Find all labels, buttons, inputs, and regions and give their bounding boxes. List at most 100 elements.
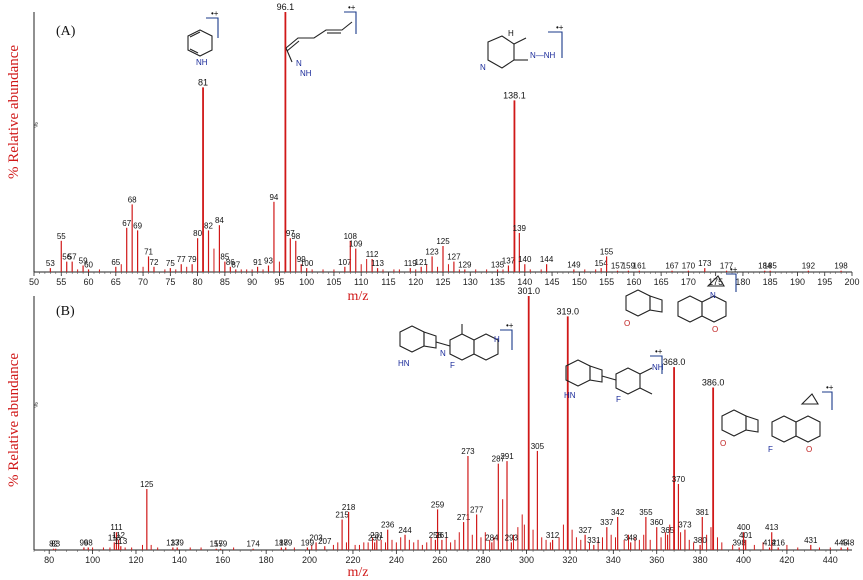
panel-b-x-tick-label: 320	[562, 555, 577, 565]
panel-a-peak-label: 80	[193, 229, 202, 238]
panel-a-peak-label: 170	[682, 262, 696, 271]
panel-a-peak-label: 59	[79, 257, 88, 266]
panel-b-peak-label: 331	[587, 536, 601, 545]
atom-f: F	[450, 361, 455, 370]
panel-a-peak-label: 53	[46, 259, 55, 268]
panel-a-peak-label: 129	[458, 260, 472, 269]
panel-a-peak-label: 167	[665, 262, 679, 271]
panel-a-x-tick-label: 185	[763, 277, 778, 287]
radical-cation-96: •+	[348, 3, 356, 12]
panel-a-x-tick-label: 160	[626, 277, 641, 287]
panel-a-peak-label: 149	[567, 260, 581, 269]
atom-hn: HN	[398, 359, 410, 368]
panel-b-peak-label: 416	[772, 538, 786, 547]
panel-a-x-tick-label: 60	[84, 277, 94, 287]
panel-b-peak-label: 301.0	[517, 286, 540, 296]
panel-a-x-tick-label: 120	[408, 277, 423, 287]
panel-b-peak-label: 319.0	[556, 306, 579, 316]
panel-a-peak-label: 144	[540, 255, 554, 264]
panel-b-peak-label: 157	[210, 540, 224, 549]
panel-a-x-tick-label: 200	[844, 277, 859, 287]
atom-n-ring: N	[480, 63, 486, 72]
atom-nnh: N—NH	[530, 51, 556, 60]
panel-a-peak-label: 125	[436, 237, 450, 246]
atom-n-quinolone: N	[710, 291, 716, 300]
atom-h-quinoline: H	[494, 335, 500, 344]
panel-b-peak-label: 207	[318, 537, 332, 546]
panel-a-x-tick-label: 105	[326, 277, 341, 287]
panel-b-peak-label: 284	[485, 533, 499, 542]
panel-b-x-tick-label: 180	[259, 555, 274, 565]
panel-b-peak-label: 218	[342, 503, 356, 512]
panel-b-x-tick-label: 120	[128, 555, 143, 565]
structure-m96: N NH •+	[285, 3, 357, 78]
panel-b-peak-label: 96	[79, 538, 88, 547]
panel-a-peak-label: 91	[253, 258, 262, 267]
panel-b-peak-label: 327	[578, 526, 592, 535]
structure-m386: O F O •+	[720, 383, 834, 454]
panel-a-peak-label: 139	[513, 224, 527, 233]
panel-b-x-tick-label: 80	[44, 555, 54, 565]
panel-a-x-tick-label: 80	[193, 277, 203, 287]
panel-a-peak-label: 137	[502, 257, 516, 266]
panel-b-peak-label: 413	[765, 523, 779, 532]
panel-b-peak-label: 110	[108, 533, 121, 542]
ring-bond	[187, 29, 213, 57]
panel-b-peak-label: 231	[370, 531, 384, 540]
panel-b-x-tick-label: 440	[823, 555, 838, 565]
panel-a-peak-label: 69	[133, 221, 142, 230]
panel-a-x-axis-label: m/z	[348, 289, 369, 304]
panel-a-peak-label: 140	[518, 255, 532, 264]
panel-a-peak-label: 138.1	[503, 90, 526, 100]
panel-b-peak-label: 139	[171, 538, 185, 547]
panel-b-peak-label: 380	[693, 536, 707, 545]
panel-b-peak-label: 83	[51, 540, 60, 549]
panel-a-peak-label: 123	[425, 247, 439, 256]
panel-b-x-tick-label: 100	[85, 555, 100, 565]
panel-a-peak-label: 127	[447, 253, 461, 262]
structure-m368: O N O •+	[624, 265, 738, 334]
panel-a-x-tick-label: 195	[817, 277, 832, 287]
panel-a-peak-label: 157	[611, 262, 625, 271]
panel-b-peak-label: 312	[546, 531, 560, 540]
structure-m81: NH •+	[187, 9, 219, 67]
panel-a-peak-label: 84	[215, 216, 224, 225]
panel-a-peak-label: 185	[764, 262, 778, 271]
panel-b-peak-label: 125	[140, 480, 154, 489]
panel-b-peak-label: 337	[600, 518, 614, 527]
panel-a-peak-label: 71	[144, 247, 153, 256]
panel-b-peak-label: 400	[737, 523, 751, 532]
panel-a-peak-label: 99	[297, 255, 306, 264]
panel-a-peak-label: 100	[300, 259, 314, 268]
panel-a-peak-label: 68	[128, 195, 137, 204]
panel-b-x-tick-label: 360	[649, 555, 664, 565]
panel-b-peak-label: 277	[470, 505, 484, 514]
panel-b-peak-label: 448	[841, 538, 855, 547]
panel-b-peak-label: 187	[275, 538, 289, 547]
panel-a-x-tick-label: 90	[247, 277, 257, 287]
panel-a-x-tick-label: 70	[138, 277, 148, 287]
panel-b-peak-label: 112	[112, 531, 125, 540]
panel-b-peak-label: 258	[429, 531, 443, 540]
panel-a-peak-label: 135	[491, 260, 505, 269]
radical-cation-319: •+	[655, 347, 663, 356]
panel-a-spectrum: (A) % Relative abundance % 50 55 60 65 70 75 8…	[6, 2, 860, 304]
panel-b-x-tick-label: 240	[389, 555, 404, 565]
panel-b-peak-label: 82	[49, 540, 58, 549]
panel-a-x-tick-label: 55	[56, 277, 66, 287]
atom-nh: NH	[196, 58, 208, 67]
radical-cation-386: •+	[826, 383, 834, 392]
panel-a-x-tick-label: 95	[274, 277, 284, 287]
atom-n: N	[296, 59, 302, 68]
radical-cation-368: •+	[730, 265, 738, 274]
panel-a-peak-label: 82	[204, 221, 213, 230]
panel-a-x-tick-label: 50	[29, 277, 39, 287]
panel-b-label: (B)	[56, 304, 75, 319]
panel-a-peak-label: 107	[338, 258, 352, 267]
panel-a-x-tick-label: 110	[354, 277, 368, 287]
panel-a-peak-label: 98	[291, 232, 300, 241]
panel-a-peak-label: 97	[286, 229, 295, 238]
panel-b-peak-label: 259	[431, 500, 445, 509]
panel-b-x-tick-label: 160	[215, 555, 230, 565]
